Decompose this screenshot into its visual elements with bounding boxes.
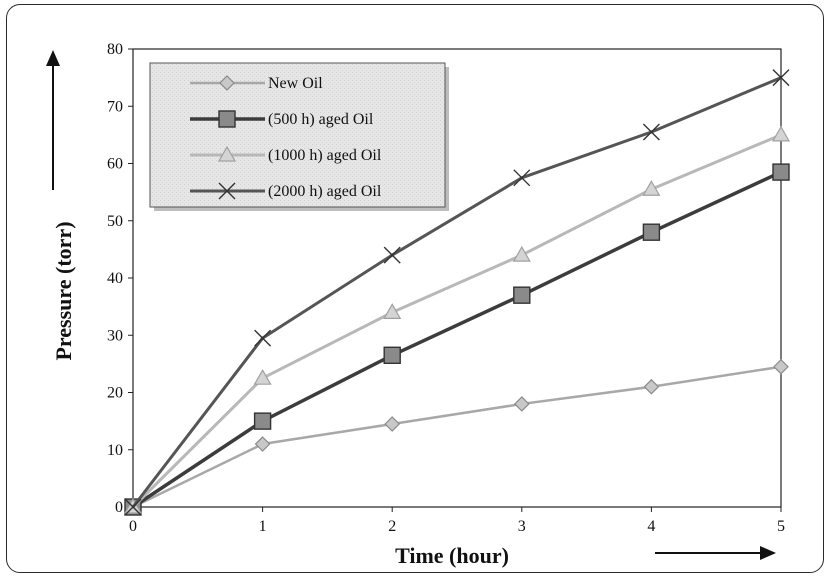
- series-line: [132, 170, 782, 509]
- axis-labels: Pressure (torr) Time (hour): [46, 50, 776, 568]
- legend-label: New Oil: [268, 75, 323, 92]
- data-point: [124, 498, 142, 516]
- data-point: [513, 396, 530, 412]
- legend-swatch-marker: [219, 75, 235, 91]
- data-point: [771, 125, 791, 142]
- legend-swatch-marker: [218, 110, 236, 128]
- y-tick-label: 70: [107, 98, 123, 115]
- data-point: [384, 416, 401, 432]
- y-tick-label: 40: [107, 270, 123, 287]
- data-point: [513, 286, 531, 304]
- series-line: [132, 365, 782, 509]
- data-point: [254, 436, 271, 452]
- data-point: [383, 246, 401, 264]
- data-point: [642, 123, 660, 141]
- x-tick-label: 2: [388, 518, 396, 535]
- data-point: [642, 223, 661, 241]
- x-tick-label: 4: [647, 518, 655, 535]
- x-axis-title: Time (hour): [395, 543, 509, 568]
- legend-label: (1000 h) aged Oil: [268, 147, 382, 164]
- series-line: [131, 133, 782, 509]
- y-axis-arrowhead: [46, 50, 60, 66]
- data-point: [642, 180, 661, 196]
- series-line: [131, 76, 782, 508]
- y-tick-label: 50: [107, 213, 123, 230]
- y-tick-label: 0: [115, 499, 123, 516]
- legend: New Oil (500 h) aged Oil (1000 h) aged Oil…: [149, 62, 449, 211]
- legend-entry: (2000 h) aged Oil: [190, 182, 382, 200]
- legend-box: [149, 62, 446, 208]
- data-point: [772, 163, 790, 181]
- legend-label: (2000 h) aged Oil: [268, 183, 382, 200]
- data-point: [513, 169, 531, 187]
- data-point: [383, 346, 401, 364]
- x-tick-label: 3: [518, 518, 526, 535]
- y-tick-label: 60: [107, 156, 123, 173]
- data-point: [253, 412, 272, 430]
- x-axis-arrowhead: [760, 546, 776, 560]
- y-tick-label: 30: [107, 327, 123, 344]
- legend-label: (500 h) aged Oil: [268, 111, 374, 128]
- data-point: [253, 368, 272, 385]
- legend-swatch-marker: [217, 145, 237, 162]
- data-point: [383, 303, 402, 319]
- x-tick-label: 5: [777, 518, 785, 535]
- legend-entry: (1000 h) aged Oil: [190, 145, 382, 164]
- data-point: [643, 378, 660, 395]
- x-tick-label: 0: [129, 518, 137, 535]
- legend-entry: New Oil: [190, 75, 323, 92]
- data-point: [772, 69, 790, 87]
- y-axis-title: Pressure (torr): [51, 221, 76, 360]
- data-series: [123, 69, 791, 516]
- data-point: [512, 245, 531, 262]
- data-point: [773, 358, 789, 375]
- y-tick-label: 20: [107, 385, 123, 402]
- data-point: [254, 329, 272, 347]
- x-tick-label: 1: [259, 518, 267, 535]
- legend-entry: (500 h) aged Oil: [190, 110, 374, 128]
- y-tick-label: 10: [107, 442, 123, 459]
- y-tick-label: 80: [107, 41, 123, 58]
- legend-swatch-marker: [218, 182, 236, 200]
